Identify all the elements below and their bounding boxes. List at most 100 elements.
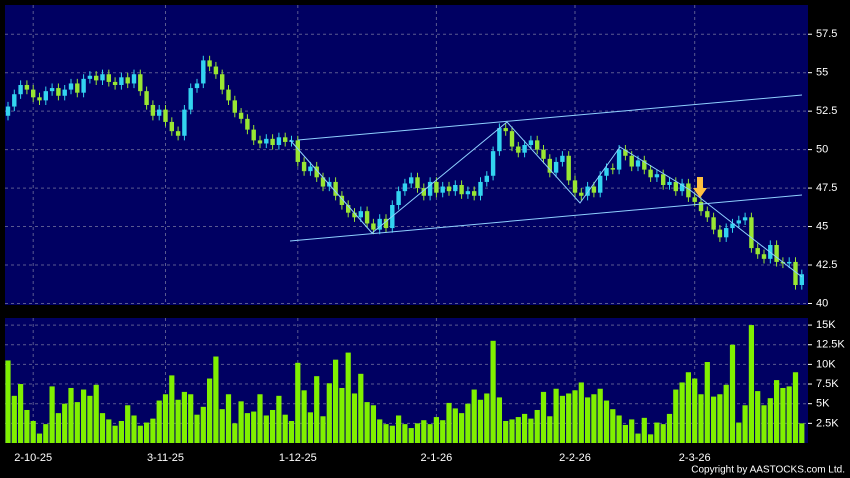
candle-body [673,181,678,192]
candle-body [604,168,609,176]
volume-bar [118,420,124,443]
volume-bar [68,387,74,443]
volume-bar [93,384,99,443]
volume-bar [288,420,295,443]
price-panel [5,5,808,305]
candle-body [68,83,74,90]
candle-body [679,183,685,192]
volume-bar [679,382,685,443]
candle-body [106,74,111,82]
candle-body [749,217,754,249]
candle-body [711,217,716,230]
volume-bar [471,389,477,443]
candle-body [220,74,225,90]
candle-body [251,129,256,141]
volume-bar [11,395,17,443]
candle-body [157,109,162,116]
candle-body [623,149,628,156]
volume-bar [358,373,364,443]
volume-bar [477,399,484,443]
candle-body [371,223,376,230]
candle-body [270,138,275,145]
volume-bar [736,422,742,443]
volume-bar [314,376,320,443]
volume-bar [446,402,452,443]
candle-body [320,177,326,187]
candle-body [358,211,363,218]
volume-bar [36,433,43,443]
candle-body [264,138,269,144]
volume-bar [55,413,61,443]
volume-bar [414,423,421,443]
volume-bar [528,418,534,443]
candle-body [144,91,149,105]
candle-body [478,181,483,196]
candle-body [415,177,420,189]
volume-bar [685,372,691,443]
volume-bar [603,400,610,443]
volume-bar [566,393,572,443]
volume-bar [137,425,143,443]
copyright: Copyright by AASTOCKS.com Ltd. [691,465,845,476]
candle-body [283,137,288,142]
volume-bar [484,393,490,443]
candle-body [528,140,534,145]
volume-bar [181,391,187,443]
volume-bar [194,414,200,443]
volume-bar [351,393,358,443]
volume-bar [43,424,49,443]
candle-body [434,181,439,193]
volume-bar [81,389,87,443]
volume-bar [396,415,402,443]
candle-body [509,131,515,147]
candle-body [182,109,187,136]
candle-body [396,191,401,205]
candle-body [377,218,382,230]
volume-bar [610,409,616,443]
volume-bar [251,411,257,443]
candle-body [364,211,370,224]
candle-body [339,195,345,205]
volume-bar [162,394,169,443]
volume-bar [219,409,225,443]
candle-body [31,89,36,98]
candle-body [62,89,67,96]
volume-bar [112,425,118,443]
volume-bar [24,409,30,443]
volume-bar [200,406,206,443]
candle-body [131,74,137,84]
volume-bar [572,390,578,443]
grid: 40 42.5 45 47.5 50 52.5 55 57.5 2.5K 5K 7.5K 10K 12.… [5,5,845,464]
candle-body [465,191,471,195]
volume-bar [433,417,439,443]
volume-bar [717,394,723,443]
volume-bar [452,408,458,443]
volume-bar [591,394,597,443]
candle-body [705,211,710,218]
candle-body [755,248,760,255]
candle-body [207,60,212,67]
drawings [289,94,803,278]
x-tick-label: 1-12-25 [279,452,317,464]
candle-body [194,83,200,89]
candle-body [5,106,11,116]
volume-bar [515,417,521,443]
candle-body [724,228,729,238]
volume-bar [622,424,628,443]
y-tick-label: 7.5K [816,378,839,390]
volume-bar [698,394,704,443]
volume-bar [238,401,244,443]
candle-body [516,146,521,153]
volume-bar [408,428,414,443]
volume-bar [748,325,754,443]
volume-bar [692,378,698,443]
candle-body [793,261,798,285]
volume-bar [440,420,446,443]
volume-bar [295,362,301,443]
candle-body [610,168,615,170]
candle-body [654,174,660,178]
volume-bar [711,396,717,443]
volume-bar [402,424,408,443]
candle-body [119,77,124,85]
